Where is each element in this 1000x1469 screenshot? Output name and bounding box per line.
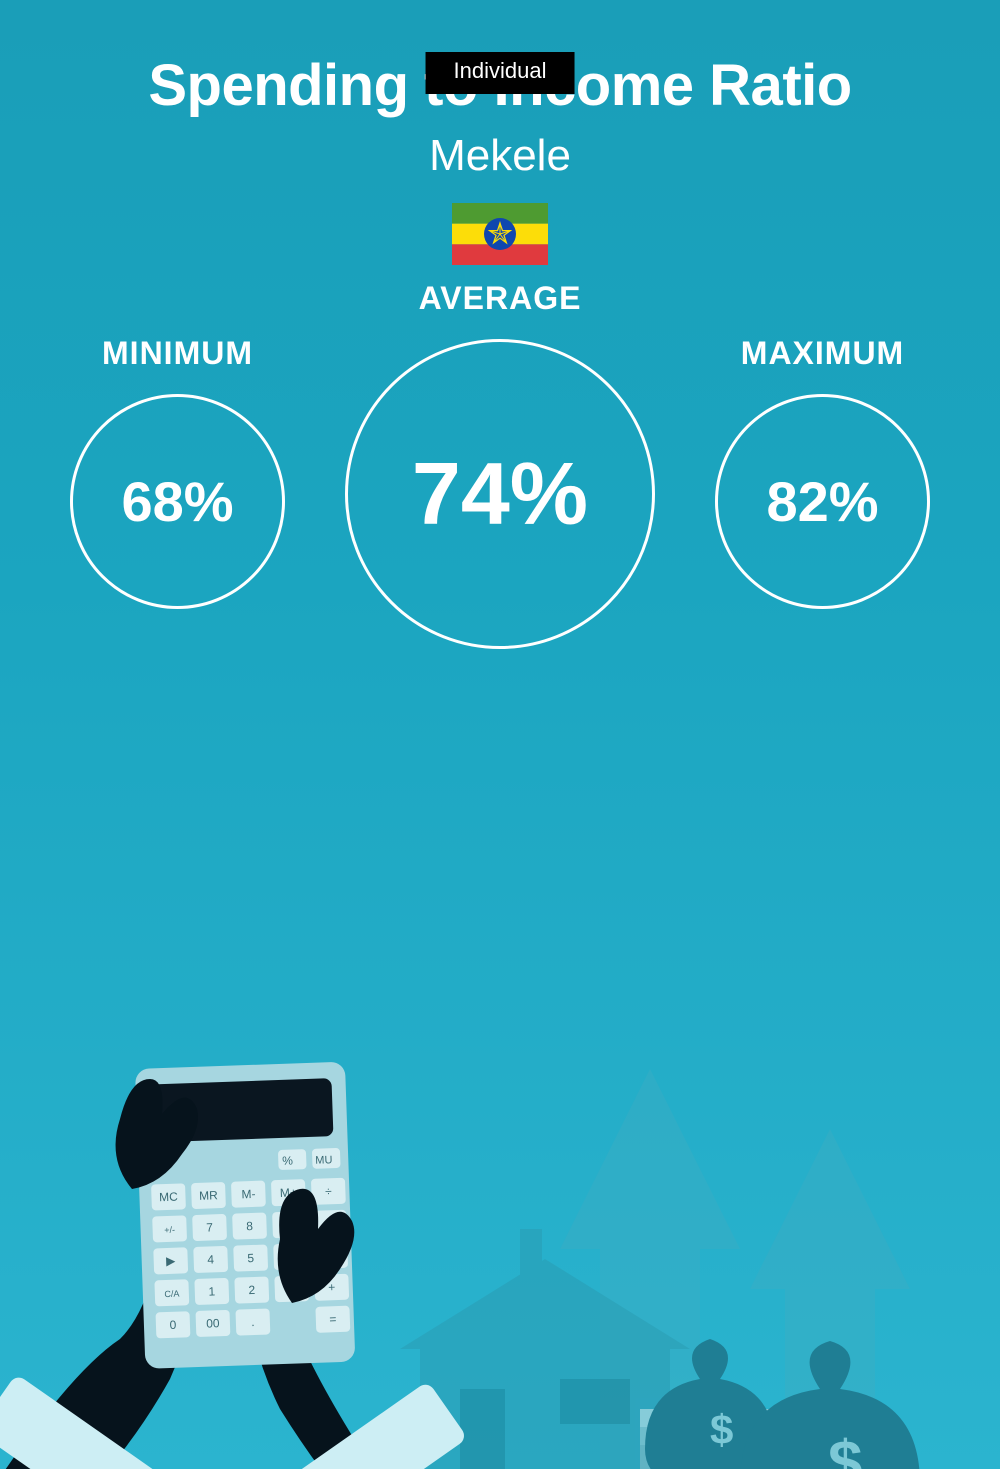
stat-average-circle: 74% bbox=[345, 339, 655, 649]
svg-text:%: % bbox=[282, 1154, 293, 1168]
svg-text:5: 5 bbox=[247, 1251, 254, 1265]
svg-text:2: 2 bbox=[248, 1283, 255, 1297]
stat-average: AVERAGE 74% bbox=[345, 280, 655, 649]
svg-text:÷: ÷ bbox=[325, 1184, 332, 1198]
stats-row: MINIMUM 68% AVERAGE 74% MAXIMUM 82% bbox=[0, 335, 1000, 649]
svg-text:M-: M- bbox=[241, 1187, 255, 1201]
svg-text:MR: MR bbox=[199, 1188, 218, 1203]
finance-illustration: $ $ % MU MCMRM-M+÷+/-789×▶456−C/A123+000… bbox=[0, 819, 1000, 1469]
svg-text:00: 00 bbox=[206, 1316, 220, 1330]
svg-text:=: = bbox=[329, 1312, 336, 1326]
stat-maximum-circle: 82% bbox=[715, 394, 930, 609]
location-subtitle: Mekele bbox=[0, 131, 1000, 181]
country-flag bbox=[452, 203, 548, 265]
svg-text:0: 0 bbox=[169, 1318, 176, 1332]
stat-minimum-label: MINIMUM bbox=[102, 335, 253, 372]
stat-maximum: MAXIMUM 82% bbox=[715, 335, 930, 609]
svg-text:C/A: C/A bbox=[164, 1289, 179, 1300]
svg-text:$: $ bbox=[710, 1406, 733, 1453]
svg-text:.: . bbox=[251, 1315, 255, 1329]
svg-text:7: 7 bbox=[206, 1220, 213, 1234]
stat-minimum-circle: 68% bbox=[70, 394, 285, 609]
svg-text:1: 1 bbox=[208, 1284, 215, 1298]
stat-average-label: AVERAGE bbox=[419, 280, 582, 317]
svg-text:4: 4 bbox=[207, 1252, 214, 1266]
svg-text:▶: ▶ bbox=[166, 1254, 176, 1268]
stat-maximum-value: 82% bbox=[766, 469, 878, 534]
svg-text:MU: MU bbox=[315, 1154, 333, 1167]
svg-text:$: $ bbox=[828, 1429, 862, 1469]
stat-minimum: MINIMUM 68% bbox=[70, 335, 285, 609]
svg-text:MC: MC bbox=[159, 1190, 178, 1205]
svg-text:+/-: +/- bbox=[164, 1225, 175, 1235]
svg-text:8: 8 bbox=[246, 1219, 253, 1233]
stat-average-value: 74% bbox=[412, 443, 588, 545]
stat-minimum-value: 68% bbox=[121, 469, 233, 534]
category-tag: Individual bbox=[426, 52, 575, 94]
stat-maximum-label: MAXIMUM bbox=[741, 335, 904, 372]
